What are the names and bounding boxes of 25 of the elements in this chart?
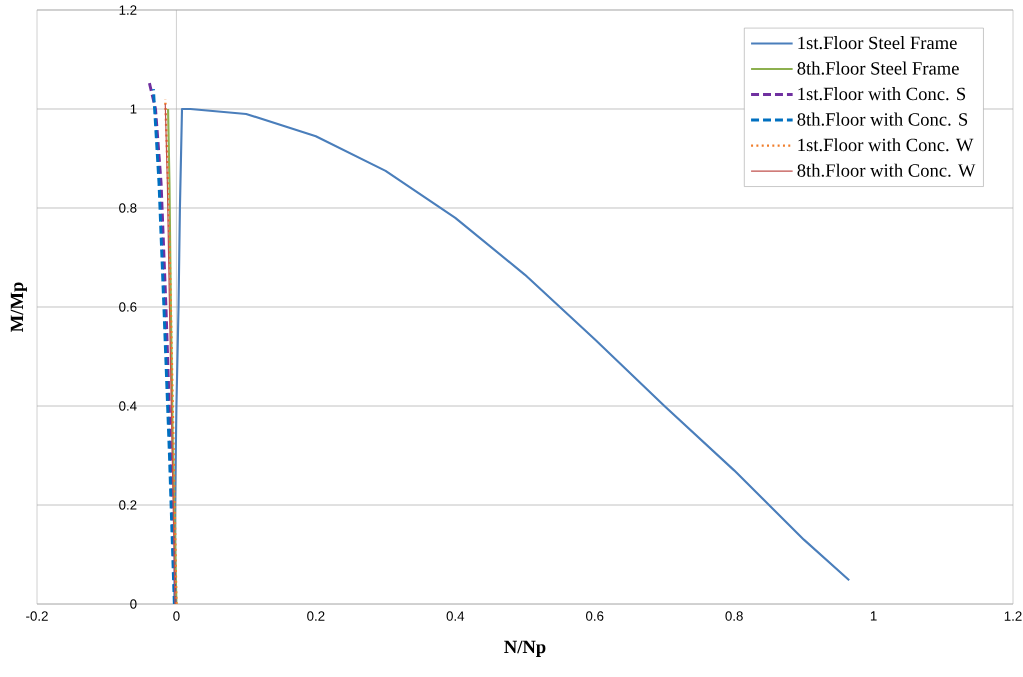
x-tick-label: 0.6 [586, 611, 604, 621]
y-tick-label: 0 [130, 599, 137, 609]
x-tick-label: 0.8 [725, 611, 743, 621]
x-axis-title: N/Np [504, 640, 546, 657]
x-tick-label: -0.2 [26, 611, 48, 621]
legend-label: 1st.Floor with Conc. S [798, 87, 966, 101]
x-tick-label: 1.2 [1004, 611, 1022, 621]
x-tick-label: 0 [173, 611, 180, 621]
y-tick-label: 0.4 [119, 401, 137, 411]
line-series [151, 87, 176, 606]
x-tick-label: 0.4 [446, 611, 465, 621]
x-tick-label: 1 [870, 611, 877, 621]
y-tick-label: 0.6 [119, 302, 137, 312]
legend-label: 8th.Floor with Conc. W [797, 163, 976, 177]
y-tick-label: 1.2 [119, 5, 137, 15]
legend-label: 8th.Floor with Conc. S [797, 112, 968, 126]
y-tick-label: 0.2 [119, 500, 137, 510]
y-tick-label: 0.8 [119, 203, 137, 213]
legend-label: 1st.Floor with Conc. W [798, 138, 974, 152]
y-axis-title: M/Mp [10, 282, 27, 332]
legend-label: 8th.Floor Steel Frame [797, 61, 959, 75]
line-series [164, 103, 176, 605]
x-tick-label: 0.2 [307, 611, 325, 621]
y-tick-label: 1 [130, 104, 137, 114]
legend-label: 1st.Floor Steel Frame [798, 36, 957, 50]
